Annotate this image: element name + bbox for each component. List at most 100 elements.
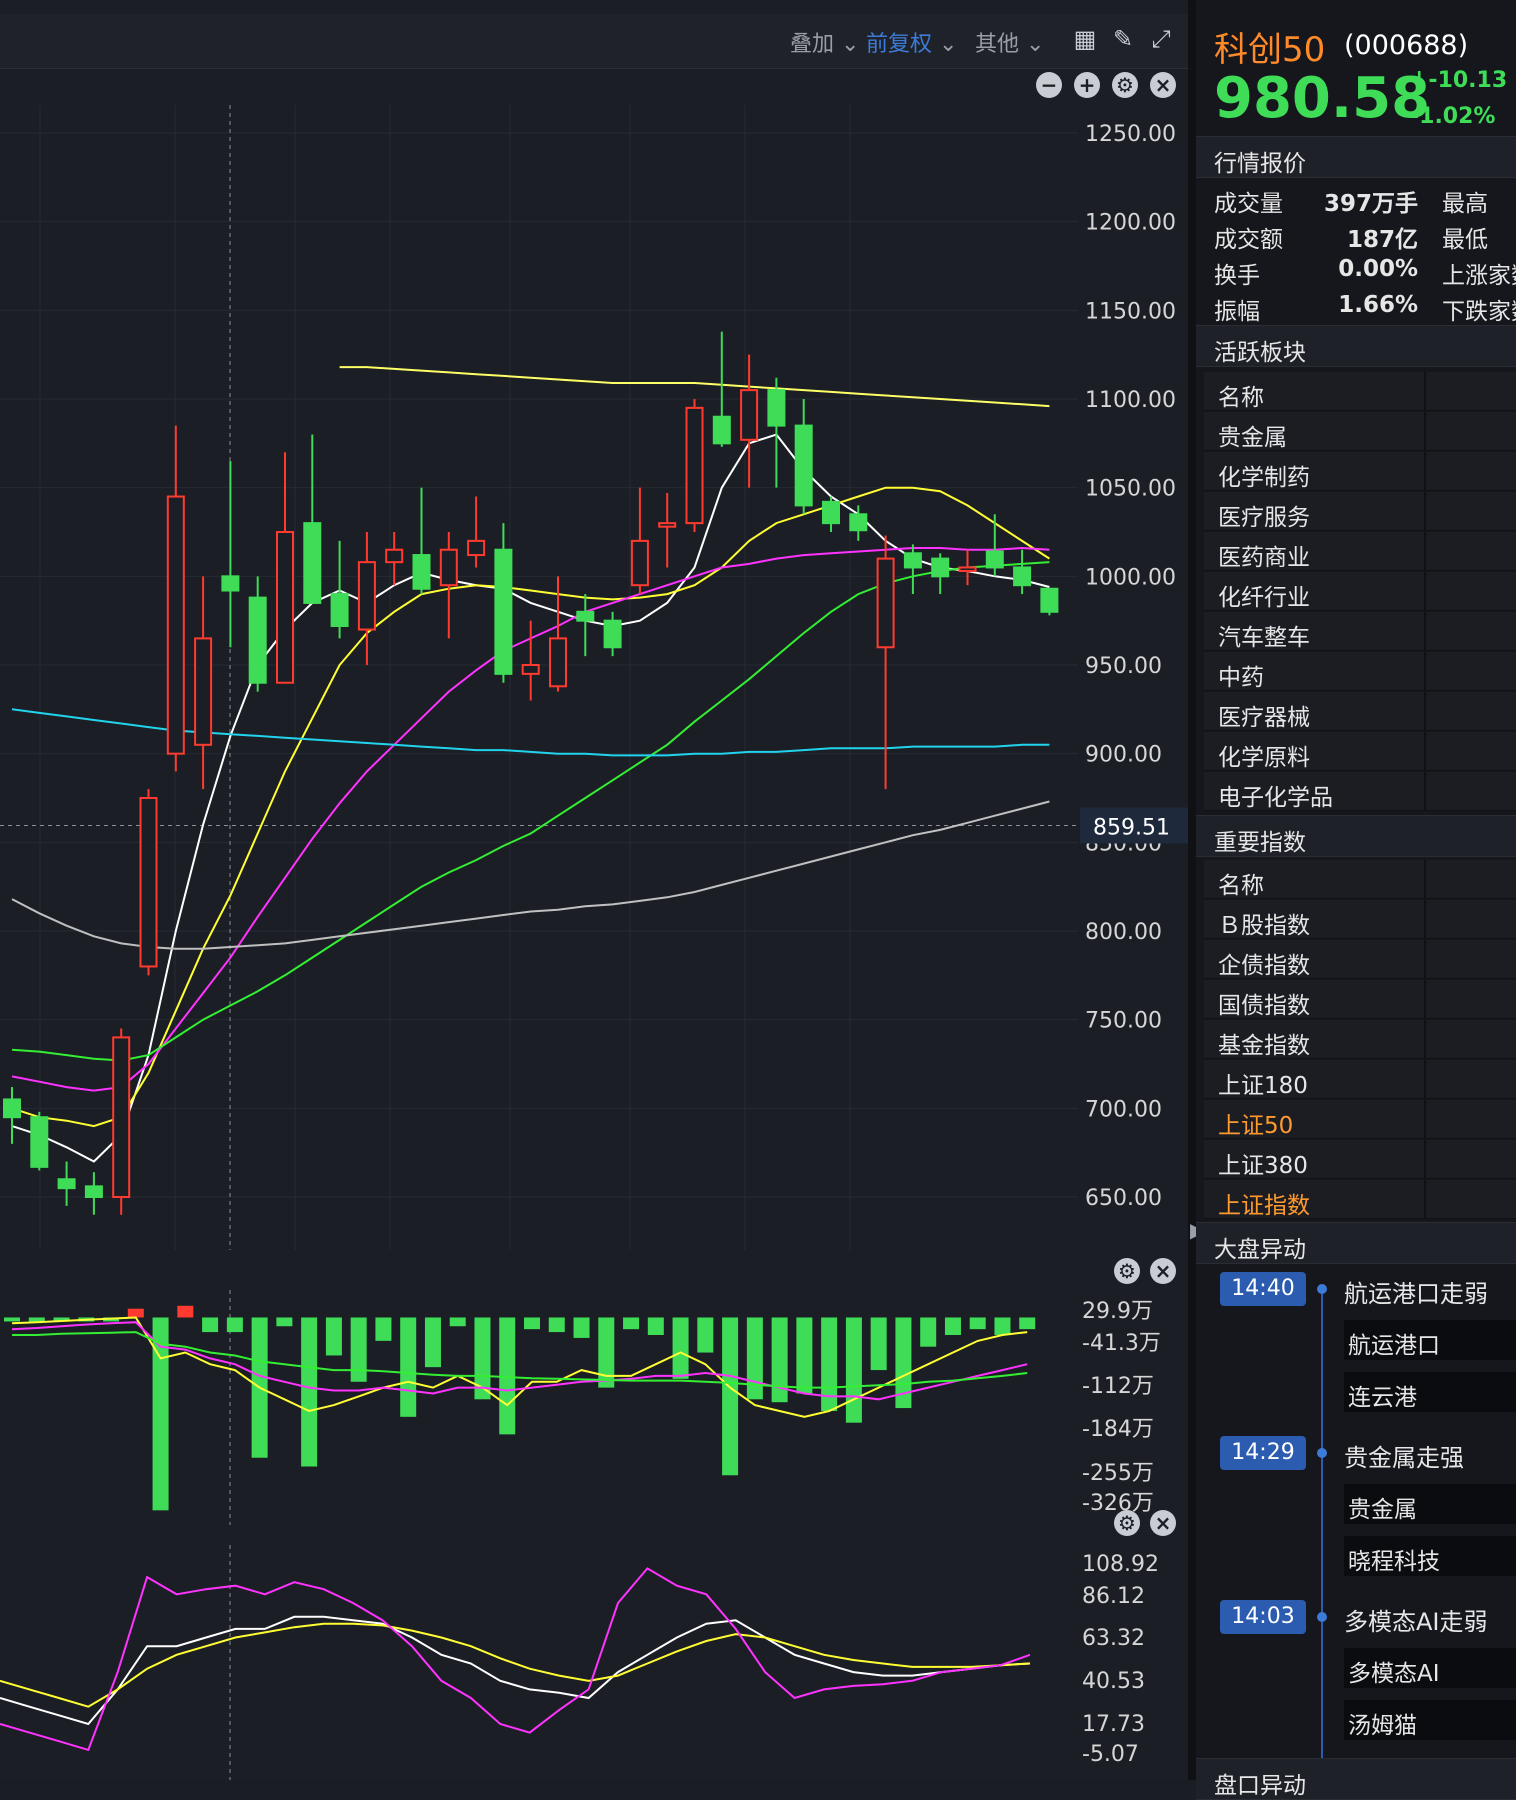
volume-bar bbox=[4, 1317, 20, 1322]
close-icon[interactable]: × bbox=[1150, 1510, 1176, 1536]
settings-gear-icon[interactable]: ⚙ bbox=[1114, 1510, 1140, 1536]
event-stock[interactable]: 贵金属 bbox=[1344, 1484, 1516, 1524]
zoom-out-icon[interactable]: − bbox=[1036, 72, 1062, 98]
indicator-chart[interactable]: 108.92 86.12 63.32 40.53 17.73 -5.07 bbox=[0, 1545, 1188, 1780]
section-title: 盘口异动 bbox=[1214, 1773, 1306, 1799]
sector-row[interactable]: 医疗器械 bbox=[1204, 692, 1516, 731]
event-time[interactable]: 14:29 bbox=[1220, 1436, 1306, 1470]
quote-label-2: 最低 bbox=[1442, 227, 1488, 253]
draw-pen-icon[interactable]: ✎ bbox=[1112, 25, 1134, 53]
quote-value: 0.00% bbox=[1338, 256, 1418, 282]
candle-body bbox=[903, 552, 922, 569]
candle bbox=[139, 789, 158, 976]
active-sectors-header[interactable]: 活跃板块 bbox=[1196, 325, 1516, 367]
settings-gear-icon[interactable]: ⚙ bbox=[1114, 1258, 1140, 1284]
column-divider bbox=[1424, 732, 1426, 770]
orderbook-events-header[interactable]: 盘口异动 bbox=[1196, 1758, 1516, 1800]
candle bbox=[248, 576, 267, 692]
event-stock[interactable]: 晓程科技 bbox=[1344, 1536, 1516, 1576]
candle-body bbox=[357, 561, 376, 631]
fullscreen-icon[interactable]: ⤢ bbox=[1151, 25, 1171, 53]
candle-body bbox=[985, 550, 1004, 569]
candle-body bbox=[494, 548, 513, 675]
candle-body bbox=[794, 424, 813, 507]
sector-row[interactable]: 贵金属 bbox=[1204, 412, 1516, 451]
settings-gear-icon[interactable]: ⚙ bbox=[1112, 72, 1138, 98]
volume-bar bbox=[276, 1317, 293, 1327]
sector-row[interactable]: 医疗服务 bbox=[1204, 492, 1516, 531]
index-row[interactable]: 上证50 bbox=[1204, 1100, 1516, 1139]
volume-bar bbox=[573, 1317, 590, 1338]
candle-body bbox=[385, 548, 404, 564]
section-title: 行情报价 bbox=[1214, 151, 1306, 177]
column-divider bbox=[1424, 1140, 1426, 1178]
grid-layout-icon[interactable]: ▦ bbox=[1073, 25, 1097, 53]
index-row[interactable]: 企债指数 bbox=[1204, 940, 1516, 979]
event-title[interactable]: 航运港口走弱 bbox=[1344, 1280, 1488, 1308]
volume-bar bbox=[771, 1317, 788, 1403]
chevron-down-icon: ⌄ bbox=[939, 32, 958, 57]
chart-area[interactable]: 叠加 ⌄ 前复权 ⌄ 其他 ⌄ ▦ ✎ ⤢ − + ⚙ × 1250.00 120… bbox=[0, 0, 1188, 1780]
event-stock[interactable]: 汤姆猫 bbox=[1344, 1700, 1516, 1740]
candle-body bbox=[439, 548, 458, 587]
y-axis-label: -255万 bbox=[1082, 1461, 1154, 1486]
candle-body bbox=[1013, 566, 1032, 587]
y-axis-label: 86.12 bbox=[1082, 1584, 1145, 1609]
candle bbox=[303, 434, 322, 604]
candle-body bbox=[3, 1098, 21, 1119]
candle-body bbox=[467, 539, 486, 557]
quote-section-header[interactable]: 行情报价 bbox=[1196, 136, 1516, 178]
sector-row[interactable]: 化学制药 bbox=[1204, 452, 1516, 491]
sector-row[interactable]: 化学原料 bbox=[1204, 732, 1516, 771]
panel-divider[interactable] bbox=[1188, 0, 1196, 1780]
index-row[interactable]: 上证180 bbox=[1204, 1060, 1516, 1099]
index-name: 国债指数 bbox=[1218, 993, 1310, 1019]
index-row[interactable]: 国债指数 bbox=[1204, 980, 1516, 1019]
overlay-menu[interactable]: 叠加 ⌄ bbox=[790, 26, 859, 58]
index-row[interactable]: 基金指数 bbox=[1204, 1020, 1516, 1059]
zoom-in-icon[interactable]: + bbox=[1074, 72, 1100, 98]
sector-name: 化学原料 bbox=[1218, 745, 1310, 771]
column-divider bbox=[1424, 412, 1426, 450]
event-stock-name: 晓程科技 bbox=[1348, 1549, 1440, 1575]
close-icon[interactable]: × bbox=[1150, 1258, 1176, 1284]
candle bbox=[194, 576, 213, 790]
candle bbox=[549, 576, 567, 692]
event-time[interactable]: 14:40 bbox=[1220, 1272, 1306, 1306]
ma-line-ma250 bbox=[11, 800, 1050, 950]
event-title[interactable]: 贵金属走强 bbox=[1344, 1444, 1464, 1472]
sector-row[interactable]: 中药 bbox=[1204, 652, 1516, 691]
sector-row[interactable]: 医药商业 bbox=[1204, 532, 1516, 571]
sector-row[interactable]: 化纤行业 bbox=[1204, 572, 1516, 611]
candle-body bbox=[112, 1036, 131, 1199]
volume-bar bbox=[152, 1317, 169, 1511]
index-row[interactable]: 上证380 bbox=[1204, 1140, 1516, 1179]
sector-row[interactable]: 汽车整车 bbox=[1204, 612, 1516, 651]
index-row[interactable]: 上证指数 bbox=[1204, 1180, 1516, 1219]
adjust-menu[interactable]: 前复权 ⌄ bbox=[866, 26, 957, 58]
volume-bar bbox=[177, 1305, 194, 1318]
candle-body bbox=[57, 1178, 76, 1190]
candle bbox=[685, 399, 704, 532]
sector-row[interactable]: 电子化学品 bbox=[1204, 772, 1516, 811]
y-axis-label: 1150.00 bbox=[1085, 299, 1176, 324]
volume-bar bbox=[895, 1317, 912, 1409]
indicator-controls: ⚙ × bbox=[0, 1510, 1188, 1546]
event-stock[interactable]: 连云港 bbox=[1344, 1372, 1516, 1412]
event-stock[interactable]: 航运港口 bbox=[1344, 1320, 1516, 1360]
candlestick-chart[interactable]: 1250.00 1200.00 1150.00 1100.00 1050.00 1000.… bbox=[0, 105, 1188, 1250]
column-name-header: 名称 bbox=[1218, 873, 1264, 899]
index-row[interactable]: Ｂ股指数 bbox=[1204, 900, 1516, 939]
main-chart-controls: − + ⚙ × bbox=[0, 72, 1188, 108]
other-menu[interactable]: 其他 ⌄ bbox=[975, 26, 1044, 58]
close-icon[interactable]: × bbox=[1150, 72, 1176, 98]
event-stock[interactable]: 多模态AI bbox=[1344, 1648, 1516, 1688]
volume-bar bbox=[499, 1317, 516, 1435]
event-time[interactable]: 14:03 bbox=[1220, 1600, 1306, 1634]
indicator-line-j bbox=[0, 1567, 1031, 1752]
volume-chart[interactable]: 29.9万-41.3万-112万-184万-255万-326万 bbox=[0, 1290, 1188, 1525]
market-events-header[interactable]: 大盘异动 bbox=[1196, 1222, 1516, 1264]
event-title[interactable]: 多模态AI走弱 bbox=[1344, 1608, 1488, 1636]
quote-row: 成交额 187亿 最低 bbox=[1196, 216, 1516, 253]
important-index-header[interactable]: 重要指数 bbox=[1196, 815, 1516, 857]
